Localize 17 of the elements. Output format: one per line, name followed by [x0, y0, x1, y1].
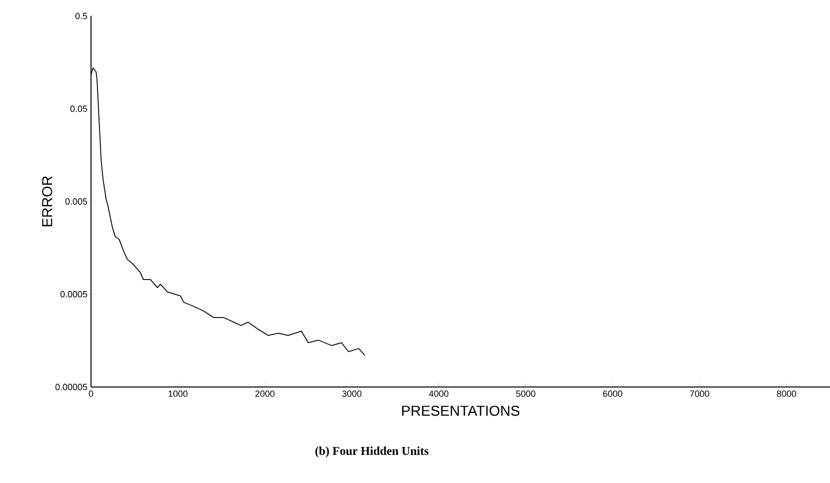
- y-tick-label: 0.5: [75, 12, 88, 20]
- x-tick-label: 6000: [603, 390, 622, 397]
- x-tick-label: 4000: [429, 390, 448, 397]
- x-tick-label: 5000: [516, 390, 536, 397]
- x-tick-label: 2000: [255, 390, 275, 397]
- y-tick-label: 0.0005: [60, 291, 88, 298]
- text: (b) Four Hidden Units: [315, 446, 428, 458]
- x-tick-label: 1000: [168, 390, 188, 397]
- x-tick-label: 8000: [776, 390, 796, 397]
- x-tick-label: 3000: [342, 390, 362, 397]
- x-tick-label: 7000: [690, 390, 710, 397]
- y-tick-label: 0.005: [65, 198, 88, 205]
- y-tick-label: 0.05: [70, 106, 88, 112]
- x-tick-label: 0: [88, 390, 94, 397]
- x-axis-title: PRESENTATIONS: [402, 406, 520, 416]
- y-axis-title: ERROR: [42, 176, 52, 226]
- y-tick-label: 0.00005: [55, 384, 88, 390]
